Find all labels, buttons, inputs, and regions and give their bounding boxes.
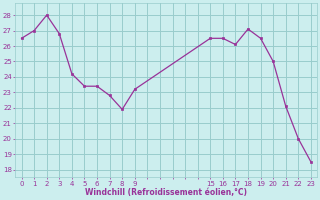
X-axis label: Windchill (Refroidissement éolien,°C): Windchill (Refroidissement éolien,°C) (85, 188, 247, 197)
